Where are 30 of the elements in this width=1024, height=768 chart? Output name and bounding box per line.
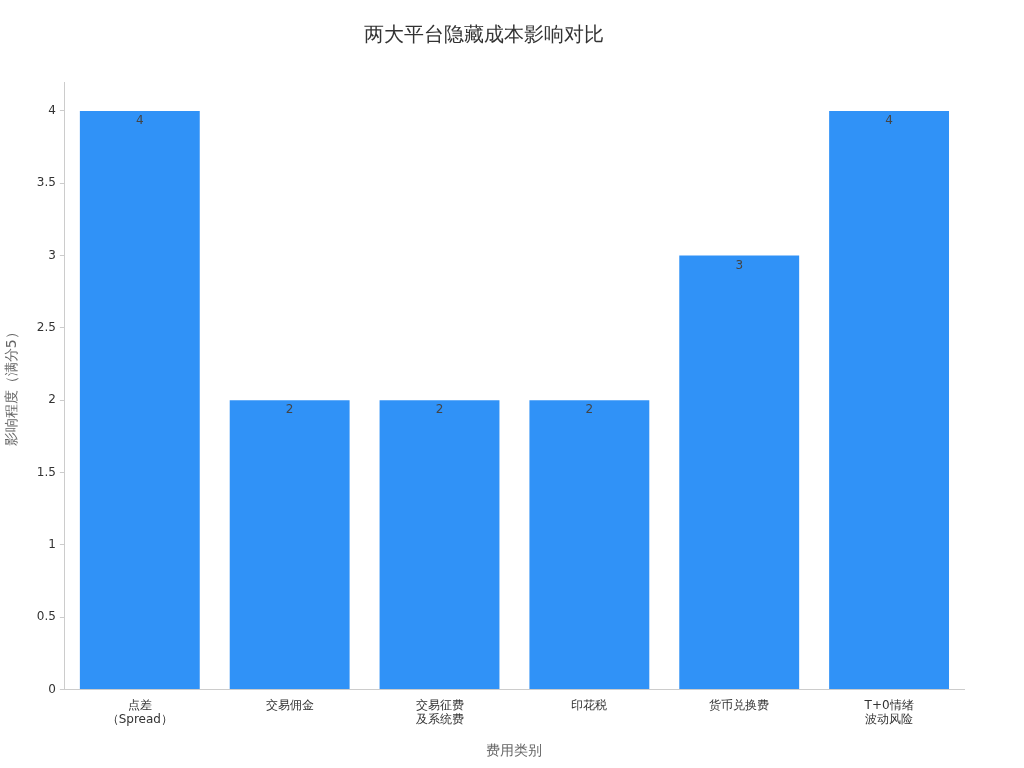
x-tick-label: 交易佣金 <box>265 697 314 712</box>
y-tick-label: 1.5 <box>36 464 56 479</box>
y-tick-label: 3.5 <box>36 175 56 190</box>
y-tick-label: 2 <box>48 392 56 407</box>
chart-title: 两大平台隐藏成本影响对比 <box>364 22 604 47</box>
x-tick-label: 印花税 <box>571 697 608 712</box>
y-axis-title: 影响程度（满分5） <box>3 325 20 447</box>
data-label: 2 <box>585 402 594 417</box>
y-tick-label: 4 <box>48 103 56 118</box>
data-label: 2 <box>285 402 294 417</box>
data-label: 4 <box>885 113 893 128</box>
y-tick-label: 0 <box>48 681 56 696</box>
bar <box>229 400 350 689</box>
bar <box>829 110 950 689</box>
x-tick-label: 货币兑换费 <box>709 697 770 712</box>
data-label: 3 <box>735 257 744 272</box>
x-tick-label: 点差（Spread） <box>106 697 173 727</box>
y-tick-label: 2.5 <box>36 319 56 334</box>
data-label: 4 <box>135 113 144 128</box>
y-tick-label: 3 <box>48 247 56 262</box>
x-tick-label: T+0情绪波动风险 <box>863 697 914 727</box>
bar <box>379 400 500 689</box>
bar <box>79 110 200 689</box>
bar <box>679 255 800 689</box>
data-label: 2 <box>435 402 444 417</box>
bar <box>529 400 650 689</box>
x-tick-label: 交易征费及系统费 <box>415 697 464 727</box>
y-tick-label: 0.5 <box>36 609 56 624</box>
y-tick-label: 1 <box>48 536 56 551</box>
x-axis-title: 费用类别 <box>486 742 543 759</box>
